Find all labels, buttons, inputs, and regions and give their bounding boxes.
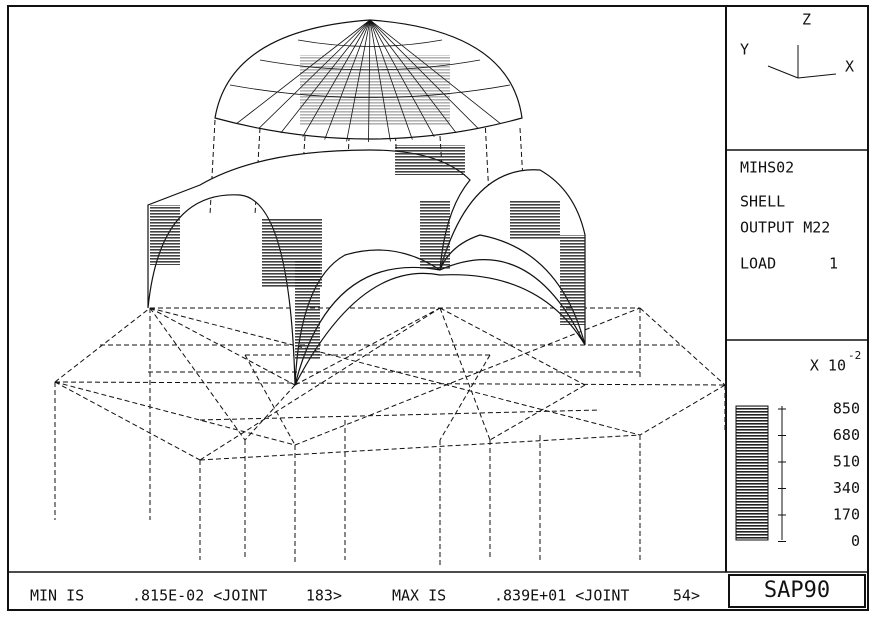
program-name: SAP90 [764,578,830,603]
min-joint: 183> [306,587,342,605]
legend-label: 0 [851,532,860,550]
model-name: MIHS02 [740,159,794,177]
load-value: 1 [829,255,838,273]
element-type: SHELL [740,193,785,211]
legend-label: 340 [833,479,860,497]
legend-label: 170 [833,506,860,524]
stress-shading [510,200,560,240]
min-label: MIN IS [30,587,84,605]
scale-multiplier: X 10 [810,357,846,375]
min-value: .815E-02 <JOINT [132,587,267,605]
legend-label: 680 [833,426,860,444]
sap90-screen: Z Y X MIHS02 SHELL OUTPUT M22 LOAD 1 X 1… [0,0,876,614]
max-label: MAX IS [392,587,446,605]
stress-shading [420,200,450,270]
stress-shading [150,205,180,265]
axis-z-label: Z [802,11,811,29]
page: Z Y X MIHS02 SHELL OUTPUT M22 LOAD 1 X 1… [0,0,876,618]
stress-shading [395,145,465,175]
output-type: OUTPUT M22 [740,219,830,237]
load-label: LOAD [740,255,776,273]
max-joint: 54> [673,587,700,605]
stress-shading [560,235,585,325]
axis-y-label: Y [740,41,749,59]
max-value: .839E+01 <JOINT [494,587,629,605]
axis-x-label: X [845,58,854,76]
legend-bar [736,406,768,540]
stress-shading [295,260,320,360]
legend-label: 510 [833,453,860,471]
dome-shading [300,55,450,125]
scale-exponent: -2 [848,349,861,362]
legend-label: 850 [833,400,860,418]
